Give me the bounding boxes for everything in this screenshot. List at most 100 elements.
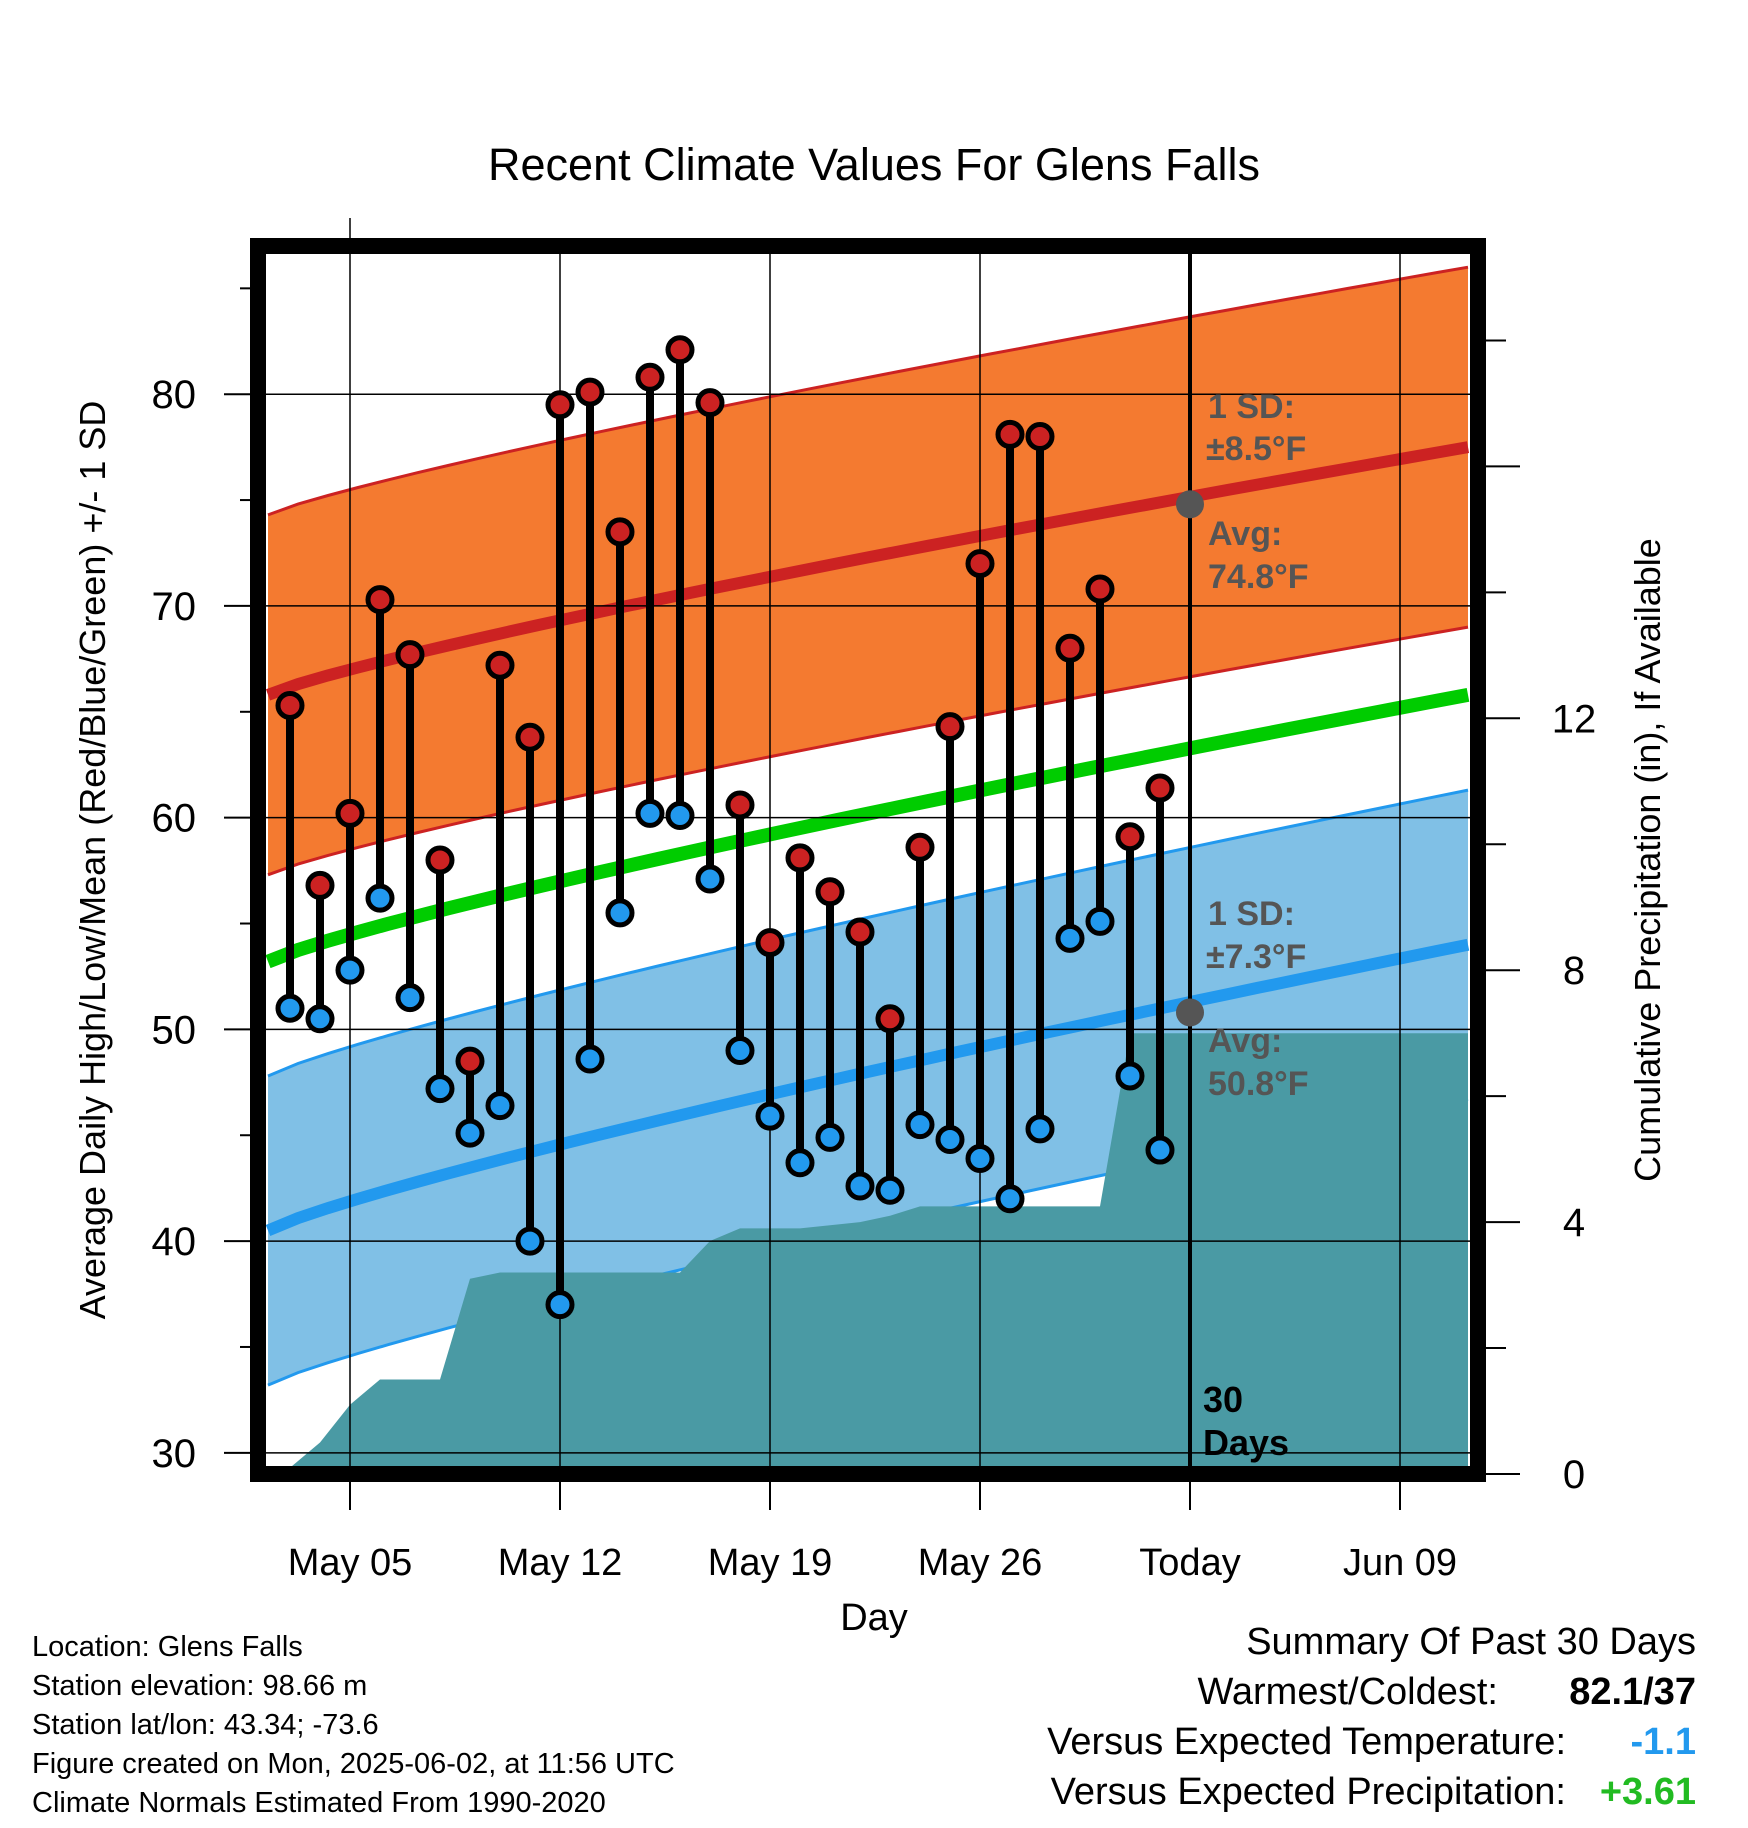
- day-high-point: [605, 517, 635, 547]
- day-low-point: [605, 898, 635, 928]
- day-low-point: [665, 801, 695, 831]
- y-tick-label: 70: [152, 585, 197, 629]
- info-location: Location: Glens Falls: [32, 1631, 303, 1663]
- day-low-point: [875, 1175, 905, 1205]
- y-tick-label: 80: [152, 373, 197, 417]
- day-low-point: [575, 1044, 605, 1074]
- day-high-point: [275, 690, 305, 720]
- day-high-point: [875, 1004, 905, 1034]
- high-sd-label: 1 SD:: [1208, 388, 1295, 426]
- high-sd-value: ±8.5°F: [1206, 430, 1306, 468]
- x-tick-label: May 19: [708, 1542, 833, 1584]
- day-high-point: [785, 843, 815, 873]
- day-low-point: [395, 983, 425, 1013]
- low-normal-line: [265, 938, 1470, 1237]
- day-high-point: [485, 650, 515, 680]
- day-low-point: [815, 1122, 845, 1152]
- day-low-point: [335, 955, 365, 985]
- summary-temp-value: -1.1: [1630, 1721, 1696, 1763]
- day-low-point: [725, 1036, 755, 1066]
- day-high-point: [695, 388, 725, 418]
- y2-axis-label: Cumulative Precipitation (in), If Availa…: [1627, 538, 1668, 1182]
- day-low-point: [965, 1144, 995, 1174]
- day-low-point: [305, 1004, 335, 1034]
- day-high-point: [515, 722, 545, 752]
- day-low-point: [365, 883, 395, 913]
- day-high-point: [845, 917, 875, 947]
- y2-tick-label: 4: [1563, 1201, 1585, 1245]
- daily-bars: [275, 335, 1175, 1320]
- day-high-point: [905, 832, 935, 862]
- summary-precip-label: Versus Expected Precipitation:: [1050, 1771, 1566, 1813]
- high-sd-upper-line: [267, 265, 1469, 517]
- day-low-point: [755, 1101, 785, 1131]
- day-high-point: [305, 870, 335, 900]
- day-high-point: [1055, 633, 1085, 663]
- day-high-point: [395, 640, 425, 670]
- summary-temp-label: Versus Expected Temperature:: [1047, 1721, 1566, 1763]
- today-high-normal-point: [1176, 490, 1204, 519]
- day-high-point: [1085, 574, 1115, 604]
- y-tick-label: 50: [152, 1008, 197, 1052]
- day-high-point: [365, 585, 395, 615]
- high-avg-label: Avg:: [1208, 515, 1282, 553]
- day-low-point: [995, 1184, 1025, 1214]
- day-low-point: [1145, 1135, 1175, 1165]
- day-low-point: [1055, 923, 1085, 953]
- today-low-normal-point: [1176, 998, 1204, 1027]
- day-high-point: [1025, 422, 1055, 452]
- x-tick-label: May 26: [918, 1542, 1043, 1584]
- day-low-point: [635, 798, 665, 828]
- x-tick-label: May 12: [498, 1542, 623, 1584]
- y2-tick-label: 0: [1563, 1453, 1585, 1497]
- window-unit: Days: [1203, 1422, 1289, 1463]
- y2-tick-label: 8: [1563, 949, 1585, 993]
- day-low-point: [935, 1124, 965, 1154]
- day-high-point: [1145, 773, 1175, 803]
- day-low-point: [455, 1118, 485, 1148]
- high-sd-band: [268, 267, 1468, 875]
- day-high-point: [935, 712, 965, 742]
- y-tick-label: 30: [152, 1432, 197, 1476]
- info-elevation: Station elevation: 98.66 m: [32, 1670, 368, 1702]
- chart-title: Recent Climate Values For Glens Falls: [488, 139, 1260, 190]
- low-sd-band: [268, 790, 1468, 1386]
- day-low-point: [845, 1171, 875, 1201]
- plot-frame: [250, 238, 1486, 1482]
- high-avg-value: 74.8°F: [1208, 558, 1309, 596]
- low-avg-value: 50.8°F: [1208, 1065, 1309, 1103]
- summary-title: Summary Of Past 30 Days: [1246, 1621, 1696, 1663]
- day-high-point: [815, 877, 845, 907]
- high-sd-lower-line: [267, 625, 1469, 877]
- day-high-point: [665, 335, 695, 365]
- day-high-point: [995, 419, 1025, 449]
- day-low-point: [1085, 906, 1115, 936]
- low-avg-label: Avg:: [1208, 1022, 1282, 1060]
- day-high-point: [335, 798, 365, 828]
- high-normal-line: [265, 441, 1470, 701]
- day-low-point: [515, 1226, 545, 1256]
- day-high-point: [965, 549, 995, 579]
- day-low-point: [275, 993, 305, 1023]
- day-high-point: [575, 377, 605, 407]
- day-low-point: [545, 1290, 575, 1320]
- day-high-point: [1115, 822, 1145, 852]
- day-low-point: [425, 1074, 455, 1104]
- axis-ticks: 30 40 50 60 70 80 0 4 8 12 May 05 May 12 May 19 May 2…: [152, 287, 1596, 1584]
- day-low-point: [1025, 1114, 1055, 1144]
- day-low-point: [485, 1091, 515, 1121]
- summary-warmest-value: 82.1/37: [1569, 1671, 1696, 1713]
- day-low-point: [785, 1148, 815, 1178]
- info-normals: Climate Normals Estimated From 1990-2020: [32, 1787, 606, 1819]
- low-sd-label: 1 SD:: [1208, 895, 1295, 933]
- day-low-point: [1115, 1061, 1145, 1091]
- day-high-point: [425, 845, 455, 875]
- y-tick-label: 60: [152, 797, 197, 841]
- x-tick-label: Jun 09: [1343, 1542, 1457, 1584]
- x-tick-label: May 05: [288, 1542, 413, 1584]
- low-sd-value: ±7.3°F: [1206, 938, 1306, 976]
- day-low-point: [905, 1110, 935, 1140]
- mean-normal-line: [265, 688, 1470, 969]
- day-high-point: [635, 362, 665, 392]
